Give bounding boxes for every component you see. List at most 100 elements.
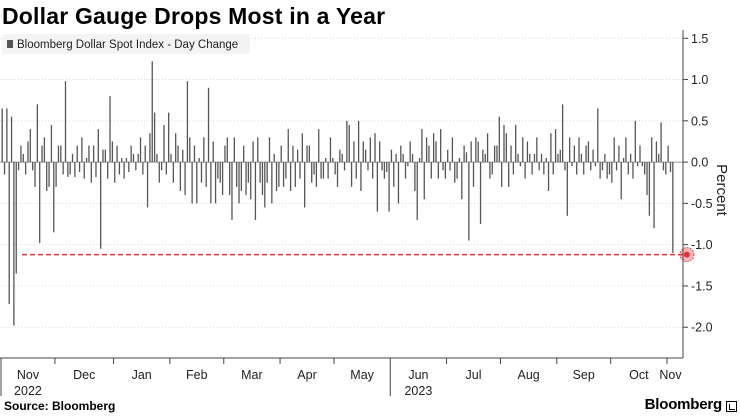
bar xyxy=(362,141,364,163)
bar xyxy=(672,162,674,253)
bar xyxy=(139,137,142,163)
bar xyxy=(1,108,3,163)
bar xyxy=(254,162,257,220)
bar xyxy=(257,137,259,163)
bar xyxy=(475,137,477,163)
bar xyxy=(447,149,449,163)
bar xyxy=(390,149,393,163)
bar xyxy=(280,145,282,163)
bar xyxy=(400,145,402,163)
bar xyxy=(531,162,533,175)
bar xyxy=(193,145,196,163)
bar xyxy=(240,162,242,191)
bar xyxy=(160,162,163,171)
bar xyxy=(268,137,271,163)
bar xyxy=(329,137,332,163)
bar xyxy=(388,162,390,212)
x-tick-label: Nov xyxy=(17,368,40,382)
bar xyxy=(50,124,53,163)
bar xyxy=(437,162,439,179)
bar xyxy=(393,162,395,187)
bar xyxy=(576,162,578,175)
bar xyxy=(327,162,329,179)
bar xyxy=(369,137,371,163)
bar xyxy=(489,162,491,179)
bar xyxy=(669,162,672,173)
bar xyxy=(578,137,580,163)
bar xyxy=(613,137,615,163)
bar xyxy=(367,162,369,171)
bar xyxy=(221,162,224,196)
bar xyxy=(458,157,461,163)
bar xyxy=(231,162,233,220)
bar xyxy=(27,141,29,163)
bar xyxy=(433,133,435,163)
bar xyxy=(83,162,85,179)
bar xyxy=(421,129,423,163)
bar xyxy=(618,145,620,163)
bar xyxy=(252,141,254,163)
bar xyxy=(22,153,24,163)
bar xyxy=(644,162,646,175)
bar xyxy=(407,162,409,167)
bar xyxy=(311,162,313,183)
x-tick-label: Jan xyxy=(132,368,152,382)
x-tick-label: Dec xyxy=(73,368,95,382)
bar xyxy=(200,162,203,183)
bar xyxy=(601,162,604,171)
bar xyxy=(498,116,500,163)
bar xyxy=(496,145,498,163)
bar xyxy=(566,162,568,216)
bar xyxy=(81,137,83,163)
bar xyxy=(529,153,531,163)
bar xyxy=(92,145,95,163)
bar xyxy=(655,141,658,163)
bar xyxy=(519,162,522,167)
bar xyxy=(301,133,303,163)
brand-box-icon xyxy=(726,401,737,412)
bar xyxy=(383,162,386,179)
bar xyxy=(275,162,278,191)
bar xyxy=(571,162,573,167)
bar xyxy=(580,153,583,163)
bar xyxy=(402,153,404,163)
bar xyxy=(587,141,590,163)
bar xyxy=(411,153,414,163)
bar xyxy=(78,162,81,173)
bar xyxy=(505,133,507,163)
bar xyxy=(196,162,198,204)
bar xyxy=(585,145,587,163)
bar xyxy=(418,157,421,163)
bar xyxy=(547,162,550,191)
bar xyxy=(594,162,597,167)
bar xyxy=(639,145,641,163)
bar xyxy=(583,162,585,175)
bar xyxy=(536,137,538,163)
bar xyxy=(132,153,135,163)
bar xyxy=(322,162,325,179)
y-tick-label: -2.0 xyxy=(691,321,713,335)
bar xyxy=(13,162,15,326)
bar xyxy=(238,162,240,204)
bar xyxy=(414,162,416,191)
bar xyxy=(261,162,264,196)
bar xyxy=(444,162,447,179)
bar xyxy=(590,162,592,171)
bar xyxy=(484,153,486,163)
bar xyxy=(57,145,60,163)
bar xyxy=(46,162,48,191)
bar xyxy=(278,162,280,187)
bar xyxy=(632,162,634,179)
x-tick-label: May xyxy=(350,368,374,382)
bar xyxy=(153,112,156,163)
legend: Bloomberg Dollar Spot Index - Day Change xyxy=(2,34,250,54)
bar xyxy=(376,162,379,212)
bar xyxy=(48,162,50,187)
bar xyxy=(501,162,503,187)
bar xyxy=(493,145,496,163)
x-tick-label: Sep xyxy=(573,368,595,382)
bar xyxy=(282,162,285,187)
bar xyxy=(289,162,292,191)
y-tick-label: -1.5 xyxy=(691,279,713,293)
bar xyxy=(320,162,322,179)
